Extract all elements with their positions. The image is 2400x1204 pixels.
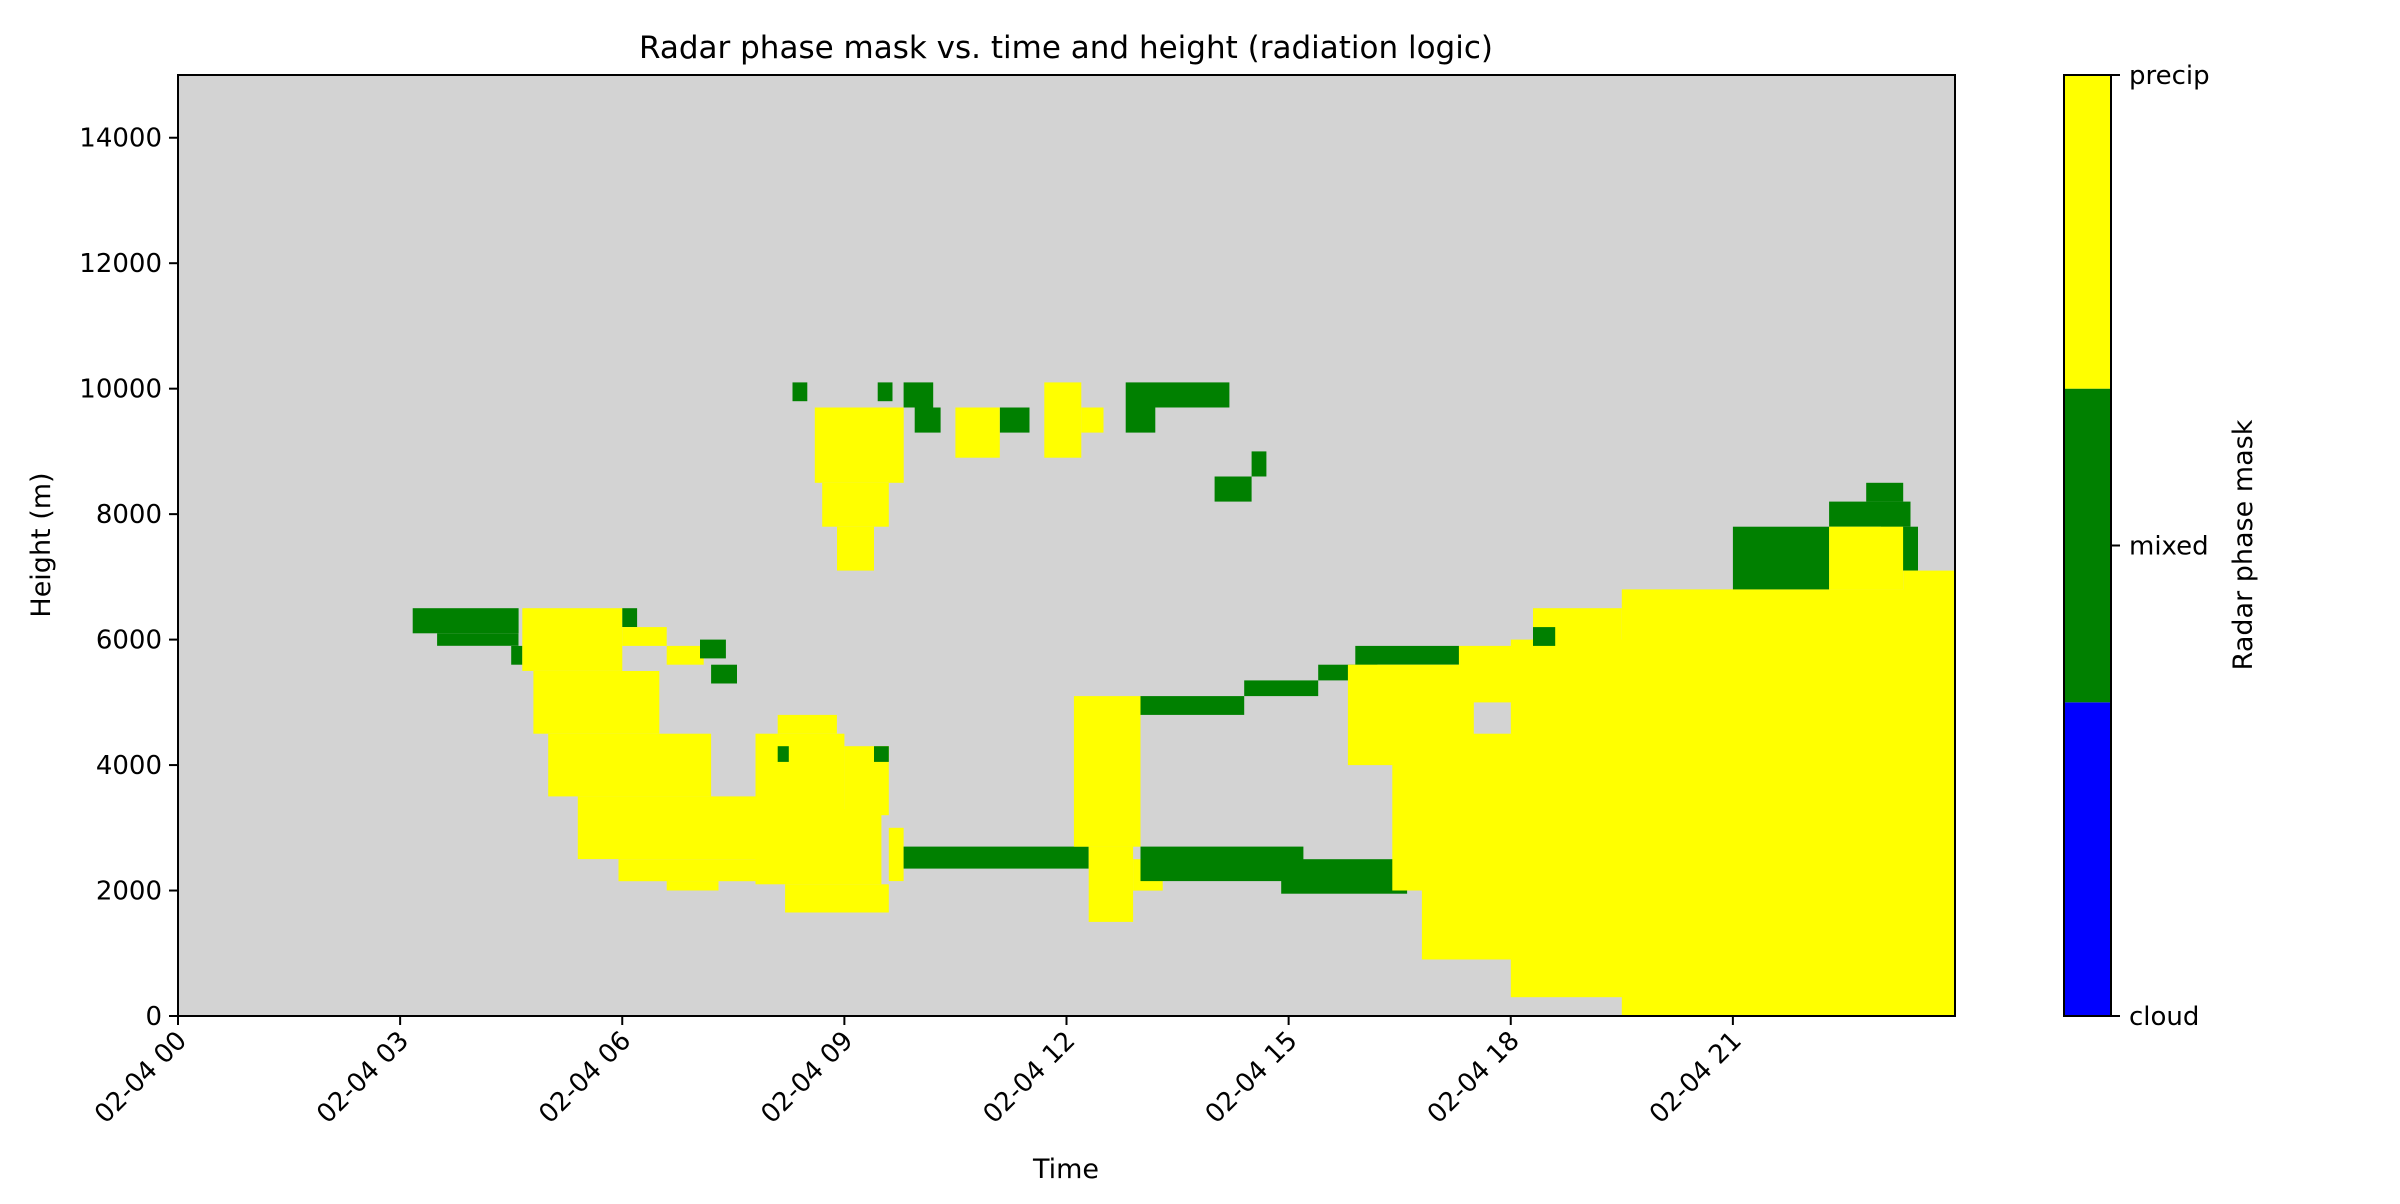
mask-region-precip [622,627,667,646]
mask-region-mixed [877,382,893,402]
mask-region-mixed [1125,382,1230,408]
colorbar-tick-label: mixed [2129,532,2209,562]
chart-title: Radar phase mask vs. time and height (ra… [639,30,1493,66]
mask-region-precip [814,407,904,483]
mask-region-precip [1621,589,1955,1016]
mask-region-precip [1044,382,1082,458]
mask-region-precip [888,827,904,882]
x-tick-label: 02-04 18 [1422,1026,1526,1130]
colorbar-tick-label: precip [2129,61,2210,91]
x-tick-label: 02-04 00 [89,1026,193,1130]
mask-region-mixed [1251,451,1267,477]
mask-region-mixed [1533,627,1556,646]
mask-region-precip [1533,608,1622,703]
mask-region-mixed [700,639,726,659]
mask-region-mixed [1281,859,1408,894]
x-tick-label: 02-04 09 [755,1026,859,1130]
mask-region-mixed [1355,645,1459,665]
y-tick-label: 6000 [96,626,162,656]
mask-region-precip [1458,645,1533,703]
mask-region-mixed [914,407,941,433]
phase-mask-cells [412,382,1956,1016]
y-tick-label: 4000 [96,751,162,781]
mask-region-precip [1392,733,1533,891]
mask-region-precip [1073,696,1141,847]
mask-region-precip [785,884,889,913]
y-tick-label: 12000 [79,249,162,279]
mask-region-mixed [412,608,519,634]
mask-region-precip [777,714,837,734]
mask-region-mixed [903,382,934,408]
y-tick-label: 2000 [96,877,162,907]
mask-region-mixed [1244,680,1319,697]
mask-region-mixed [511,645,523,665]
mask-region-precip [533,671,660,734]
mask-region-mixed [711,664,737,684]
mask-region-precip [548,733,712,797]
x-tick-label: 02-04 21 [1644,1026,1748,1130]
y-tick-label: 14000 [79,124,162,154]
mask-region-mixed [1866,482,1904,502]
mask-region-mixed [777,746,789,762]
mask-region-precip [822,482,889,527]
mask-region-precip [577,796,756,860]
mask-region-precip [837,526,874,571]
mask-region-mixed [1829,501,1911,527]
x-tick-label: 02-04 06 [533,1026,637,1130]
colorbar: cloud mixed precip [2063,61,2210,1032]
colorbar-segment-cloud [2064,702,2111,1016]
mask-region-mixed [437,633,519,646]
colorbar-segment-mixed [2064,388,2111,703]
y-tick-label: 10000 [79,375,162,405]
mask-region-precip [955,407,1000,458]
mask-region-mixed [792,382,808,402]
mask-region-mixed [874,746,889,762]
mask-region-precip [1903,570,1955,609]
plot-area [177,74,1956,1017]
mask-region-precip [1088,846,1134,922]
y-axis: 0 2000 4000 6000 8000 10000 12000 14000 [79,124,178,1032]
mask-region-precip [666,645,704,665]
y-tick-label: 8000 [96,500,162,530]
mask-region-mixed [1125,407,1156,433]
x-tick-label: 02-04 12 [978,1026,1082,1130]
mask-region-precip [755,809,882,885]
mask-region-precip [666,881,719,891]
y-axis-label: Height (m) [26,472,57,617]
x-tick-label: 02-04 03 [311,1026,415,1130]
y-tick-label: 0 [145,1002,162,1032]
colorbar-tick-label: cloud [2129,1002,2199,1032]
colorbar-label: Radar phase mask [2228,419,2259,670]
mask-region-mixed [1140,846,1304,882]
mask-region-mixed [1214,476,1252,502]
mask-region-precip [522,608,623,671]
mask-region-mixed [999,407,1030,433]
mask-region-precip [1081,407,1104,433]
x-axis: 02-04 00 02-04 03 02-04 06 02-04 09 02-04 12… [89,1016,1748,1130]
mask-region-mixed [1732,526,1830,590]
colorbar-segment-precip [2064,75,2111,389]
mask-region-mixed [622,608,638,627]
x-tick-label: 02-04 15 [1200,1026,1304,1130]
mask-region-mixed [903,846,1089,869]
mask-region-precip [1829,526,1904,590]
mask-region-mixed [1140,696,1245,715]
x-axis-label: Time [1032,1154,1099,1185]
mask-region-precip [755,733,845,809]
